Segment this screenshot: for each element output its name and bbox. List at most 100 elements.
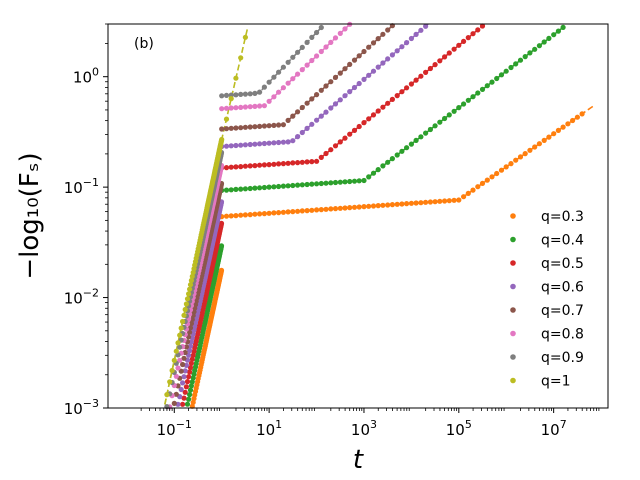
data-point-q=0.4	[461, 101, 467, 107]
data-point-q=0.5	[470, 31, 476, 37]
data-point-q=0.3	[522, 151, 528, 157]
legend-label-q=0.9: q=0.9	[541, 350, 584, 366]
data-point-q=0.5	[238, 164, 244, 170]
data-point-q=0.3	[380, 202, 386, 208]
data-point-q=0.5	[375, 108, 381, 114]
data-point-q=0.3	[223, 213, 230, 219]
data-point-q=0.6	[389, 52, 395, 58]
data-point-q=0.3	[366, 203, 372, 209]
data-point-q=1	[167, 379, 173, 385]
data-point-q=0.4	[394, 152, 400, 158]
data-point-q=0.7	[247, 124, 253, 130]
data-point-q=0.4	[475, 90, 481, 96]
data-point-q=0.3	[446, 198, 452, 204]
data-point-q=0.5	[247, 163, 253, 169]
data-point-q=1	[177, 332, 183, 338]
data-point-q=1	[223, 116, 230, 122]
data-point-q=0.6	[180, 380, 186, 386]
data-point-q=0.4	[456, 105, 462, 111]
data-point-q=0.8	[328, 39, 334, 46]
legend-label-q=0.3: q=0.3	[541, 209, 584, 225]
data-point-q=0.4	[503, 68, 509, 74]
data-point-q=0.6	[266, 140, 272, 146]
data-point-q=0.5	[385, 100, 391, 106]
data-point-q=0.3	[323, 206, 329, 212]
data-point-q=0.5	[257, 162, 263, 168]
data-point-q=0.4	[218, 243, 225, 249]
data-point-q=0.6	[295, 134, 301, 140]
data-point-q=0.3	[375, 203, 381, 209]
data-point-q=0.6	[418, 27, 424, 33]
data-point-q=0.9	[285, 59, 291, 65]
data-point-q=0.6	[188, 339, 194, 345]
data-point-q=0.9	[280, 64, 286, 70]
data-point-q=0.6	[247, 141, 253, 148]
data-point-q=0.7	[182, 349, 188, 356]
data-point-q=0.4	[257, 185, 263, 191]
data-point-q=0.3	[261, 211, 267, 217]
data-point-q=0.3	[560, 124, 566, 130]
data-point-q=0.5	[418, 73, 424, 79]
data-point-q=0.3	[489, 174, 495, 180]
data-point-q=0.5	[461, 38, 467, 45]
data-point-q=0.4	[498, 72, 505, 78]
data-point-q=0.6	[385, 56, 391, 62]
data-point-q=0.9	[252, 90, 258, 96]
data-point-q=0.5	[182, 389, 188, 395]
data-point-q=0.4	[555, 28, 562, 34]
data-point-q=0.8	[238, 104, 244, 110]
data-point-q=0.8	[175, 365, 181, 371]
data-point-q=0.4	[285, 183, 291, 189]
data-point-q=0.5	[266, 162, 272, 168]
data-point-q=0.3	[470, 187, 476, 193]
data-point-q=0.6	[187, 343, 194, 349]
data-point-q=0.5	[456, 42, 462, 48]
data-point-q=1	[242, 34, 248, 40]
data-point-q=0.5	[318, 154, 324, 160]
data-point-q=0.6	[314, 117, 320, 123]
data-point-q=0.4	[546, 35, 552, 42]
data-point-q=0.7	[178, 368, 184, 374]
data-point-q=0.9	[299, 44, 305, 51]
data-point-q=0.9	[266, 79, 272, 85]
data-point-q=0.5	[423, 69, 429, 75]
data-point-q=0.5	[180, 401, 186, 407]
data-point-q=0.3	[280, 209, 286, 215]
legend-marker-q=0.4	[510, 236, 516, 243]
data-point-q=0.3	[465, 190, 471, 196]
data-point-q=1	[233, 75, 239, 81]
data-point-q=0.4	[408, 141, 414, 147]
data-point-q=0.8	[280, 85, 286, 91]
data-point-q=0.7	[242, 124, 248, 130]
data-point-q=1	[175, 340, 181, 346]
legend-marker-q=0.7	[510, 307, 516, 313]
data-point-q=1	[182, 306, 188, 313]
data-point-q=0.6	[332, 101, 339, 107]
data-point-q=0.5	[465, 35, 471, 41]
data-point-q=0.5	[188, 360, 194, 366]
data-point-q=1	[169, 367, 175, 374]
data-point-q=0.9	[242, 91, 248, 97]
legend-marker-q=0.9	[510, 354, 516, 360]
data-point-q=0.8	[233, 105, 239, 111]
data-point-q=0.4	[280, 183, 286, 189]
data-point-q=0.3	[332, 206, 339, 212]
data-point-q=1	[178, 325, 184, 331]
data-point-q=0.4	[356, 178, 362, 184]
data-point-q=0.4	[276, 183, 282, 190]
data-point-q=0.7	[183, 344, 189, 350]
legend: q=0.3 q=0.4 q=0.5 q=0.6 q=0.7 q=0.8 q=0.9 q=1	[510, 209, 584, 390]
legend-marker-q=0.8	[510, 330, 516, 337]
data-point-q=0.6	[285, 139, 291, 145]
data-point-q=0.4	[427, 126, 433, 133]
data-point-q=0.5	[347, 131, 353, 137]
data-point-q=0.9	[318, 24, 324, 31]
data-point-q=0.4	[385, 159, 391, 165]
data-point-q=1	[187, 282, 194, 288]
data-point-q=0.5	[181, 395, 187, 401]
data-point-q=0.4	[242, 186, 248, 192]
data-point-q=0.4	[366, 174, 372, 180]
data-point-q=0.6	[375, 64, 381, 70]
legend-label-q=0.4: q=0.4	[541, 233, 584, 249]
data-point-q=0.7	[290, 113, 296, 119]
